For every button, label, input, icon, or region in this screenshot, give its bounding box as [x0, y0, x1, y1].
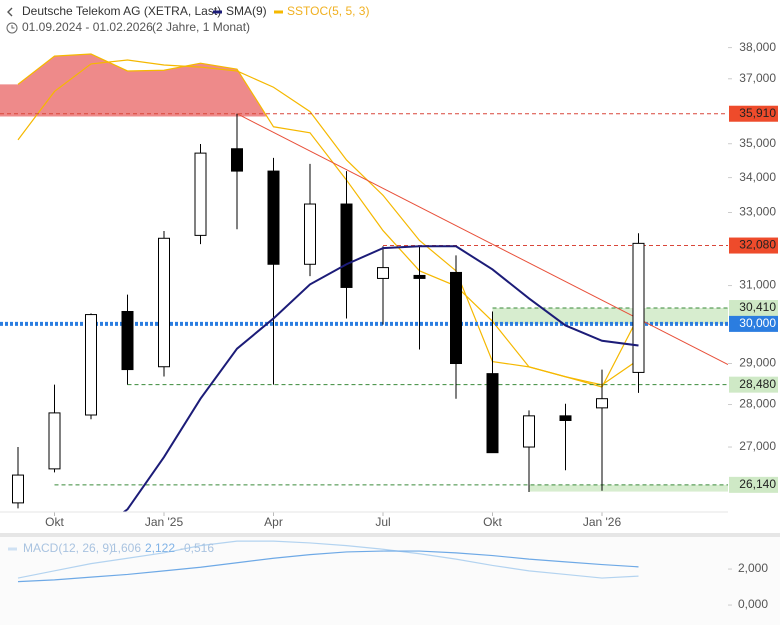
macd-panel [0, 537, 780, 625]
y-tick-label: 0,000 [738, 597, 768, 611]
x-tick-label: Okt [45, 515, 64, 529]
y-tick-label: 37,000 [739, 71, 776, 85]
candle-body [85, 314, 97, 416]
candle-body [486, 373, 499, 454]
x-tick-label: Jul [375, 515, 390, 529]
legend-value: -0,516 [180, 541, 214, 555]
candle-body [158, 237, 170, 368]
level-box [729, 300, 778, 317]
candle-body [450, 271, 462, 365]
support-zone [529, 484, 728, 492]
level-label: 35,910 [739, 106, 776, 120]
level-label: 30,000 [739, 316, 776, 330]
x-tick-label: Apr [264, 515, 283, 529]
level-box [729, 476, 778, 493]
duration: (2 Jahre, 1 Monat) [152, 20, 250, 34]
y-tick-label: 31,000 [739, 278, 776, 292]
x-tick-label: Jan '26 [583, 515, 622, 529]
x-tick-label: Jan '25 [145, 515, 184, 529]
legend-value: 1,606 [111, 541, 141, 555]
level-box [729, 376, 778, 393]
candle-body [340, 203, 353, 288]
legend-value: 2,122 [145, 541, 175, 555]
y-tick-label: 28,000 [739, 397, 776, 411]
price-plot [0, 53, 728, 512]
sstoc-signal [17, 59, 639, 386]
level-box [729, 237, 778, 254]
y-tick-label: 34,000 [739, 170, 776, 184]
candle-body [121, 310, 134, 371]
candle-body [523, 415, 535, 448]
candle-body [48, 412, 61, 470]
collapse-icon[interactable] [7, 7, 13, 17]
level-label: 32,080 [739, 238, 776, 252]
sma-line [122, 245, 639, 512]
macd-line [17, 550, 639, 583]
y-tick-label: 29,000 [739, 356, 776, 370]
macd-overlay: 0,000 2,000 [728, 561, 768, 611]
candle-body [559, 415, 572, 421]
legend-label: SSTOC(5, 5, 3) [287, 4, 369, 18]
candle-body [596, 398, 608, 409]
chart-title: Deutsche Telekom AG (XETRA, Last) [22, 4, 221, 18]
support-zone [492, 308, 728, 324]
level-label: 28,480 [739, 377, 776, 391]
y-tick-label: 27,000 [739, 439, 776, 453]
date-range: 01.09.2024 - 01.02.2026 [22, 20, 153, 34]
candle-body [194, 152, 207, 236]
y-tick-label: 35,000 [739, 136, 776, 150]
candle-body [12, 474, 24, 504]
macd-line [17, 540, 639, 579]
sstoc-fill [0, 54, 639, 117]
panel-divider [0, 533, 780, 537]
candle-body [267, 170, 280, 265]
price-overlay: 27,000 28,000 29,000 31,000 33,000 34,000 35,0… [45, 40, 778, 529]
trendline [236, 113, 728, 366]
y-tick-label: 38,000 [739, 40, 776, 54]
level-box [729, 315, 778, 332]
candle-body [304, 203, 316, 265]
candle-body [377, 267, 389, 279]
legend-label: MACD(12, 26, 9) [23, 541, 113, 555]
x-tick-label: Okt [483, 515, 502, 529]
candle-body [632, 242, 645, 373]
clock-hands [11, 25, 15, 29]
legend-label: SMA(9) [226, 4, 267, 18]
level-box [729, 105, 778, 122]
candle-body [231, 148, 243, 172]
level-label: 26,140 [739, 477, 776, 491]
y-tick-label: 33,000 [739, 205, 776, 219]
candle-body [413, 274, 426, 279]
level-label: 30,410 [739, 300, 776, 314]
y-tick-label: 2,000 [738, 561, 768, 575]
macd-plot [17, 540, 639, 583]
clock-icon [6, 22, 18, 34]
